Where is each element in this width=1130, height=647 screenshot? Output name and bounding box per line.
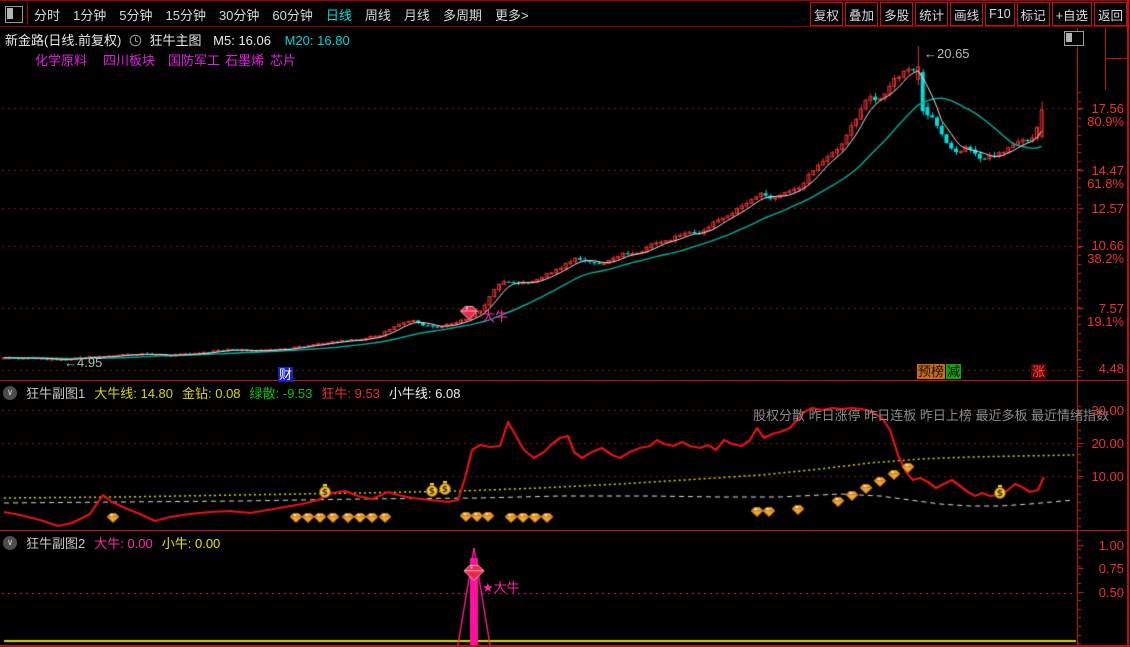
axis-label: 7.57 [1098,301,1124,316]
indicator-value: 大牛: 0.00 [94,536,153,551]
panel2-signal-label: ★大牛 [482,580,520,595]
axis-label: 4.48 [1098,361,1124,376]
right-border [1127,0,1129,647]
cai-badge: 财 [278,367,294,382]
low-price-annotation: ←4.95 [64,355,103,370]
axis-label: 19.1% [1087,314,1124,329]
collapse-chevron-icon[interactable]: ∨ [3,385,17,400]
axis-label: 10.66 [1091,238,1124,253]
axis-label: 10.00 [1091,469,1124,484]
panel1-watermark: 股权分散 昨日涨停 昨日连板 昨日上榜 最近多板 最近情绪指数 [753,408,1110,423]
axis-label: 1.00 [1098,538,1124,553]
panel2-metrics: 大牛: 0.00 小牛: 0.00 [94,533,220,552]
panel1-separator [0,380,1128,381]
axis-label: 0.50 [1098,585,1124,600]
indicator-value: 金钻: 0.08 [182,386,241,401]
indicator-value: 小牛线: 6.08 [388,386,461,401]
axis-label: 30.00 [1091,403,1124,418]
axis-label: 38.2% [1087,251,1124,266]
axis-label: 0.75 [1098,561,1124,576]
axis-label: 20.00 [1091,436,1124,451]
axis-label: 14.47 [1091,163,1124,178]
panel2-separator [0,530,1128,531]
axis-label: 17.56 [1091,101,1124,116]
collapse-chevron-icon[interactable]: ∨ [3,535,17,550]
panel1-metrics: 大牛线: 14.80 金钻: 0.08 绿散: -9.53 狂牛: 9.53 小牛线: … [94,383,460,402]
price-axis-line [1077,28,1078,646]
header-divider [1105,28,1106,90]
zhang-badge: 涨 [1031,364,1047,379]
indicator-value: 狂牛: 9.53 [321,386,380,401]
header-divider-h [1105,58,1127,59]
bottom-border [0,645,1130,647]
jian-badge: 减 [946,364,962,379]
indicator-value: 绿散: -9.53 [249,386,313,401]
axis-label: 61.8% [1087,176,1124,191]
window-split-icon[interactable] [1064,31,1084,46]
panel2-title: 狂牛副图2 [26,536,86,551]
buy-signal-label: 大牛 [482,309,509,324]
panel1-header: ∨ 狂牛副图1 大牛线: 14.80 金钻: 0.08 绿散: -9.53 狂牛: 9… [3,383,460,402]
panel1-title: 狂牛副图1 [26,386,86,401]
yubang-badge: 预榜 [917,364,946,379]
indicator-value: 小牛: 0.00 [161,536,221,551]
indicator-value: 大牛线: 14.80 [94,386,173,401]
axis-label: 12.57 [1091,201,1124,216]
axis-label: 80.9% [1087,114,1124,129]
high-price-annotation: ←20.65 [924,46,970,61]
panel2-header: ∨ 狂牛副图2 大牛: 0.00 小牛: 0.00 [3,533,220,552]
